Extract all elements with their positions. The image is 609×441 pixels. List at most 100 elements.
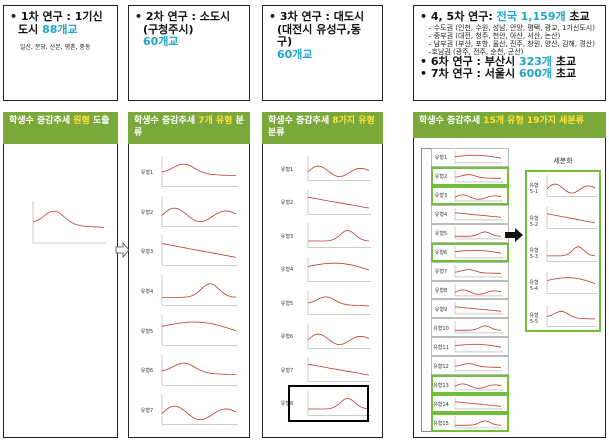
stage-box: • 3차 연구 : 대도시(대전시 유성구,동구) 60개교	[262, 5, 383, 101]
type-label: 유형7	[140, 408, 154, 415]
trend-curve	[455, 420, 502, 426]
type-label: 유형2	[280, 200, 294, 207]
type-label: 유형14	[433, 401, 449, 408]
type-label: 유형2	[434, 174, 448, 181]
trend-curve	[454, 306, 502, 313]
stage-line: –호남권 (광주, 전주, 순천, 군산)	[420, 48, 599, 56]
mini-chart	[307, 189, 371, 215]
type-label: 유형1	[280, 166, 294, 173]
trend-curve	[161, 362, 237, 375]
type-label: 유형1	[434, 155, 448, 162]
type-label: 유형4	[280, 267, 294, 274]
text-part: 60개교	[277, 47, 313, 61]
text-part: 원형	[73, 116, 90, 126]
bullet: •	[10, 10, 21, 23]
mini-chart	[454, 378, 503, 391]
type-label: 유형1	[140, 169, 154, 176]
mini-chart	[454, 264, 503, 277]
panel-header: 학생수 증감추세 15개 유형 19가지 세분류	[413, 112, 606, 138]
trend-curve	[454, 194, 502, 200]
text-part: 도출	[89, 116, 110, 126]
panel-header: 학생수 증감추세 8가지 유형 분류	[262, 112, 383, 144]
text-part: 7차 연구 : 서울시	[430, 67, 519, 81]
detail-label: 유형 5-4	[529, 280, 539, 293]
trend-curve	[308, 229, 370, 242]
text-part: 4, 5차 연구:	[430, 10, 497, 23]
mini-chart	[307, 357, 371, 382]
mini-chart	[546, 207, 597, 230]
type-row	[431, 337, 509, 357]
mini-chart	[161, 195, 238, 227]
type-label: 유형3	[140, 249, 154, 256]
trend-curve	[454, 344, 502, 348]
text-part: 초교	[565, 10, 590, 23]
stage-line: – 남부권 (부산, 포항, 울산, 진주, 창원, 양산, 김해, 경산)	[420, 40, 599, 48]
trend-curve	[454, 268, 502, 274]
mini-chart	[307, 390, 371, 416]
type-row	[431, 280, 509, 300]
detail-label: 유형 5-5	[529, 312, 539, 325]
trend-curve	[307, 296, 370, 307]
detail-frame	[525, 170, 601, 332]
type-label: 유형9	[434, 306, 448, 313]
type-row	[431, 413, 509, 432]
mini-chart	[161, 275, 238, 307]
text-part: –호남권 (광주, 전주, 순천, 군산)	[428, 47, 524, 56]
type-label: 유형15	[433, 420, 449, 427]
text-part: – 중부권 (대전, 청주, 천안, 아산, 서산, 논산)	[428, 31, 561, 40]
trend-curve	[162, 283, 237, 298]
type-row	[431, 261, 509, 281]
type-row	[431, 356, 509, 376]
trend-curve	[454, 212, 502, 218]
trend-curve	[546, 183, 596, 194]
type-label: 유형10	[433, 325, 449, 332]
type-label: 유형12	[433, 363, 449, 370]
type-row	[431, 242, 509, 262]
trend-curve	[308, 397, 370, 409]
mini-chart	[454, 416, 503, 429]
type-row	[431, 166, 509, 186]
trend-curve	[454, 154, 502, 159]
mini-chart	[546, 304, 597, 327]
text-part: 60개교	[143, 35, 179, 49]
trend-curve	[32, 210, 105, 228]
mini-chart	[307, 223, 371, 248]
type-label: 유형8	[434, 288, 448, 294]
text-part: 전국 1,159개	[496, 10, 566, 23]
detail-label: 유형 5-2	[529, 215, 539, 228]
mini-chart	[161, 314, 238, 346]
mini-chart	[454, 169, 503, 183]
stage-line: • 3차 연구 : 대도시(대전시 유성구,동구)	[269, 10, 376, 49]
mini-chart	[454, 359, 503, 372]
mini-chart	[546, 272, 597, 294]
mini-chart	[546, 239, 597, 262]
text-part: 3차 연구 : 대도시(대전시 유성구,동구)	[277, 10, 365, 49]
trend-curve	[307, 333, 370, 345]
mini-chart	[307, 290, 371, 315]
type-label: 유형8	[280, 401, 294, 408]
stage-box: • 1차 연구 : 1기신도시 88개교 일산, 분당, 산본, 평촌, 중동	[3, 5, 118, 101]
text-part: 6차 연구 : 부산시	[430, 54, 519, 68]
stage-line: • 2차 연구 : 소도시(구청주시)	[135, 10, 243, 36]
mini-chart	[454, 207, 503, 220]
text-part: 분류	[268, 127, 285, 138]
mini-chart	[161, 354, 238, 386]
panel-frame	[262, 112, 383, 438]
bullet: •	[135, 10, 146, 23]
type-label: 유형4	[140, 289, 154, 295]
type-label: 유형7	[280, 367, 294, 374]
mini-chart	[546, 175, 597, 197]
type-label: 유형3	[280, 233, 294, 240]
trend-curve	[307, 262, 370, 270]
mini-chart	[454, 302, 503, 315]
mini-chart	[454, 283, 503, 296]
text-part: 초교	[552, 54, 577, 68]
trend-curve	[161, 163, 237, 176]
text-part: 학생수 증감추세	[419, 116, 484, 126]
mini-chart	[454, 397, 503, 410]
stage-line: 60개교	[135, 35, 243, 49]
bullet: •	[420, 54, 431, 68]
trend-curve	[161, 405, 237, 421]
stage-box: • 2차 연구 : 소도시(구청주시) 60개교	[128, 5, 250, 101]
